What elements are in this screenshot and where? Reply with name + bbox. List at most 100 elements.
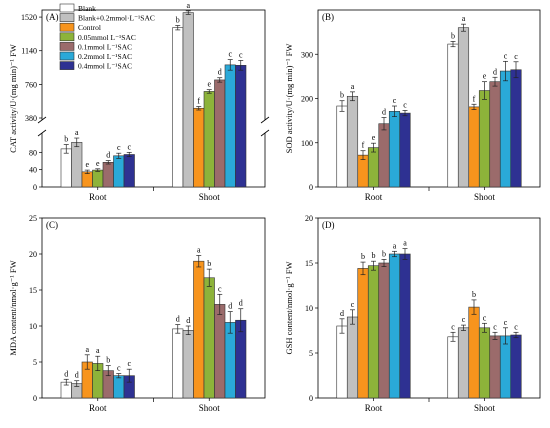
y-tick-label: 80 <box>29 148 37 157</box>
bar-root-6 <box>113 155 125 188</box>
legend-label: 0.05mmol L⁻¹SAC <box>78 33 136 42</box>
significance-letter: b <box>106 356 110 365</box>
significance-letter: c <box>514 52 518 61</box>
significance-letter: d <box>186 316 190 325</box>
legend-label: 0.4mmol L⁻¹SAC <box>78 62 132 71</box>
bar-root-6 <box>113 375 125 399</box>
y-tick-label: 0 <box>33 183 37 192</box>
significance-letter: c <box>393 96 397 105</box>
x-category-label: Shoot <box>474 403 496 413</box>
axis-break-mark <box>260 129 270 137</box>
legend-swatch <box>59 61 75 70</box>
x-category-label: Root <box>89 192 107 202</box>
bar-shoot-5 <box>214 79 226 188</box>
y-tick-label: 1140 <box>21 47 37 56</box>
y-tick-label: 0 <box>309 183 313 192</box>
bar-root-5 <box>102 162 114 188</box>
significance-letter: a <box>351 82 355 91</box>
significance-letter: b <box>372 251 376 260</box>
bar-shoot-3 <box>193 107 205 188</box>
significance-letter: c <box>117 143 121 152</box>
legend: BlankBlank+0.2mmol·L⁻¹SACControl0.05mmol… <box>59 3 155 71</box>
significance-letter: d <box>340 309 344 318</box>
significance-letter: c <box>462 315 466 324</box>
bar-shoot-6 <box>499 70 512 188</box>
significance-letter: d <box>382 108 386 117</box>
bar-shoot-1 <box>172 328 184 399</box>
y-tick-label: 10 <box>29 322 37 331</box>
bar-shoot-5 <box>489 335 501 399</box>
significance-letter: c <box>504 318 508 327</box>
bar-root-4 <box>367 147 380 188</box>
significance-letter: c <box>228 50 232 59</box>
bar-root-3 <box>357 268 369 399</box>
legend-label: Blank <box>78 4 96 13</box>
significance-letter: c <box>127 142 131 151</box>
significance-letter: d <box>228 302 232 311</box>
bar-shoot-4 <box>203 277 215 399</box>
significance-letter: b <box>176 15 180 24</box>
significance-letter: a <box>197 245 201 254</box>
axis-break-mark <box>37 116 47 124</box>
legend-swatch <box>59 3 75 13</box>
y-tick-label: 380 <box>25 114 37 123</box>
significance-letter: b <box>472 290 476 299</box>
bar-root-1 <box>336 105 348 188</box>
significance-letter: a <box>85 345 89 354</box>
significance-letter: c <box>514 322 518 331</box>
y-tick-label: 25 <box>29 214 37 223</box>
significance-letter: d <box>64 369 68 378</box>
significance-letter: c <box>117 364 121 373</box>
significance-letter: d <box>176 315 180 324</box>
bar-root-5 <box>378 123 390 188</box>
bar-shoot-6 <box>224 322 236 399</box>
bar-shoot-2 <box>182 330 194 399</box>
panel-tag: (B) <box>322 12 334 22</box>
y-tick-label: 20 <box>29 250 37 259</box>
y-tick-label: 760 <box>25 80 37 89</box>
bar-root-7 <box>399 253 411 399</box>
significance-letter: c <box>218 284 222 293</box>
axis-break-mark <box>37 129 47 137</box>
significance-letter: d <box>493 67 497 76</box>
significance-letter: c <box>239 50 243 59</box>
bar-root-5 <box>378 262 390 399</box>
significance-letter: a <box>462 14 466 23</box>
x-category-label: Shoot <box>474 192 496 202</box>
bar-shoot-7 <box>510 334 522 399</box>
significance-letter: b <box>64 135 68 144</box>
bar-root-3 <box>81 171 93 188</box>
bar-root-4 <box>92 169 104 188</box>
significance-letter: d <box>239 299 243 308</box>
significance-letter: c <box>451 322 455 331</box>
significance-letter: c <box>504 51 508 60</box>
significance-letter: b <box>451 31 455 40</box>
significance-letter: a <box>96 346 100 355</box>
bar-shoot-4 <box>478 90 491 188</box>
legend-swatch <box>59 51 75 61</box>
legend-swatch <box>59 22 75 32</box>
significance-letter: e <box>96 159 100 168</box>
bar-root-1 <box>60 148 72 188</box>
legend-swatch <box>59 32 75 42</box>
significance-letter: a <box>393 241 397 250</box>
significance-letter: f <box>362 141 365 150</box>
significance-letter: e <box>85 160 89 169</box>
bar-root-4 <box>367 265 380 399</box>
legend-label: Control <box>78 23 101 32</box>
bar-shoot-6 <box>499 335 512 399</box>
significance-letter: d <box>106 151 110 160</box>
significance-letter: f <box>197 96 200 105</box>
y-tick-label: 5 <box>309 349 313 358</box>
significance-letter: c <box>403 100 407 109</box>
significance-letter: e <box>372 133 376 142</box>
y-tick-label: 10 <box>305 304 313 313</box>
panel-tag: (A) <box>46 12 59 22</box>
bar-shoot-5 <box>214 304 226 399</box>
bar-shoot-2 <box>457 27 470 188</box>
bar-root-6 <box>388 253 401 399</box>
significance-letter: d <box>218 68 222 77</box>
